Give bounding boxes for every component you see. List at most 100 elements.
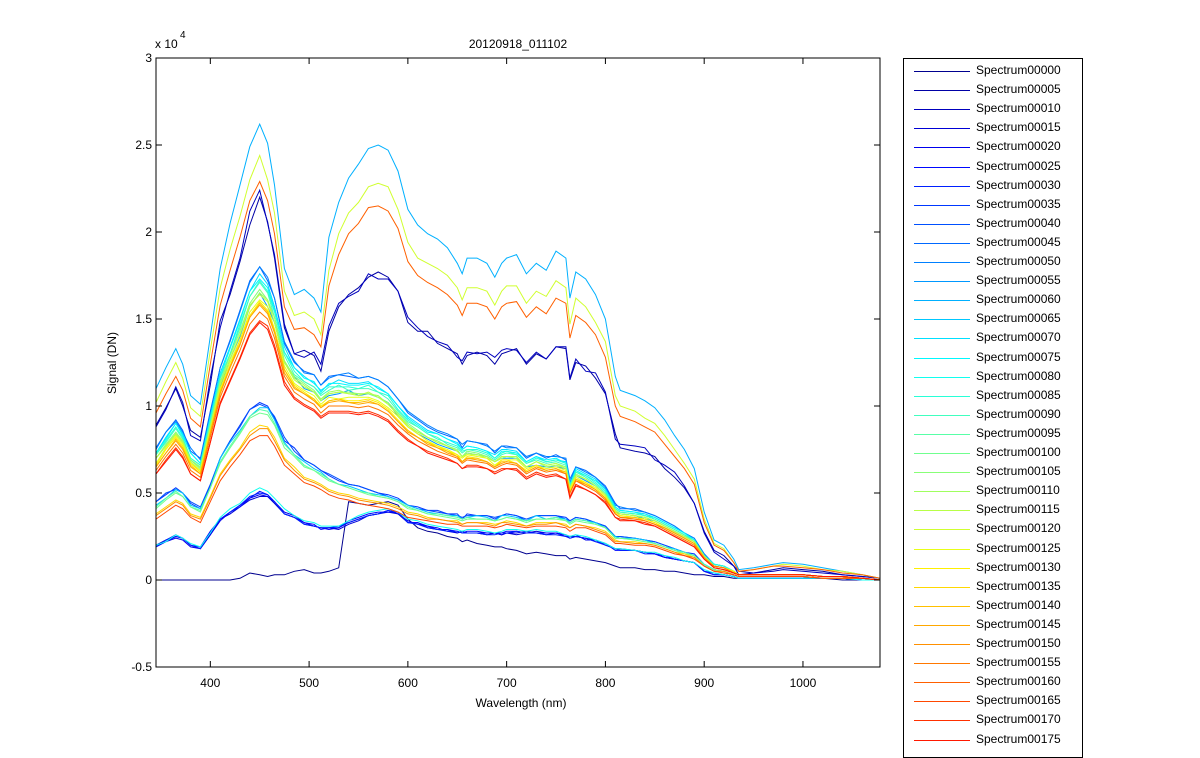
legend-swatch — [914, 605, 970, 607]
legend-entry: Spectrum00110 — [904, 482, 1082, 501]
legend-entry: Spectrum00060 — [904, 291, 1082, 310]
x-tick-label: 800 — [595, 676, 615, 690]
legend-swatch — [914, 376, 970, 378]
legend-entry: Spectrum00135 — [904, 578, 1082, 597]
legend-label: Spectrum00045 — [976, 234, 1061, 249]
legend-label: Spectrum00155 — [976, 655, 1061, 670]
series-line-12 — [156, 122, 880, 579]
legend-label: Spectrum00010 — [976, 101, 1061, 116]
legend-label: Spectrum00130 — [976, 559, 1061, 574]
legend-entry: Spectrum00085 — [904, 387, 1082, 406]
legend-label: Spectrum00040 — [976, 215, 1061, 230]
legend-label: Spectrum00125 — [976, 540, 1061, 555]
series-line-16 — [156, 487, 880, 581]
series-line-2 — [156, 188, 880, 579]
y-exponent-value: 4 — [180, 30, 186, 41]
legend-swatch — [914, 128, 970, 130]
y-tick-label: 2.5 — [135, 138, 152, 152]
legend-label: Spectrum00000 — [976, 63, 1061, 77]
legend-label: Spectrum00150 — [976, 636, 1061, 650]
legend-swatch — [914, 739, 970, 741]
y-tick-label: 0.5 — [135, 486, 152, 500]
legend-swatch — [914, 223, 970, 225]
legend-swatch — [914, 242, 970, 244]
legend-swatch — [914, 510, 970, 512]
y-tick-label: 2 — [145, 225, 152, 239]
legend-entry: Spectrum00055 — [904, 272, 1082, 291]
series-line-35 — [156, 321, 880, 581]
legend-entry: Spectrum00045 — [904, 234, 1082, 253]
legend-swatch — [914, 262, 970, 263]
legend-swatch — [914, 701, 970, 703]
legend-swatch — [914, 663, 970, 665]
y-tick-label: 1.5 — [135, 312, 152, 326]
legend-entry: Spectrum00140 — [904, 597, 1082, 616]
legend-label: Spectrum00095 — [976, 425, 1061, 440]
legend-swatch — [914, 357, 970, 359]
legend-label: Spectrum00100 — [976, 445, 1061, 459]
legend-entry: Spectrum00130 — [904, 559, 1082, 578]
series-line-33 — [156, 435, 880, 581]
legend-swatch — [914, 453, 970, 454]
plot-frame — [155, 57, 881, 668]
legend-swatch — [914, 395, 970, 397]
plot-background — [156, 58, 880, 667]
legend-entry: Spectrum00165 — [904, 692, 1082, 711]
y-axis-label: Signal (DN) — [105, 332, 119, 394]
legend-label: Spectrum00055 — [976, 273, 1061, 288]
legend-swatch — [914, 472, 970, 474]
legend-label: Spectrum00165 — [976, 693, 1061, 708]
legend-swatch — [914, 109, 970, 111]
series-line-10 — [156, 265, 880, 581]
legend-entry: Spectrum00115 — [904, 501, 1082, 520]
legend-label: Spectrum00135 — [976, 578, 1061, 593]
legend-entry: Spectrum00095 — [904, 425, 1082, 444]
legend-entry: Spectrum00005 — [904, 81, 1082, 100]
legend-entry: Spectrum00020 — [904, 138, 1082, 157]
legend-entry: Spectrum00100 — [904, 444, 1082, 463]
legend-label: Spectrum00070 — [976, 330, 1061, 345]
legend-swatch — [914, 204, 970, 206]
legend-swatch — [914, 720, 970, 722]
x-tick-label: 400 — [200, 676, 220, 690]
series-layer — [156, 122, 880, 581]
x-tick-label: 600 — [398, 676, 418, 690]
legend-swatch — [914, 300, 970, 302]
legend-entry: Spectrum00065 — [904, 310, 1082, 329]
legend-label: Spectrum00085 — [976, 387, 1061, 402]
x-tick-label: 700 — [497, 676, 517, 690]
legend-swatch — [914, 491, 970, 493]
legend-swatch — [914, 682, 970, 684]
legend-swatch — [914, 166, 970, 168]
legend-entry: Spectrum00075 — [904, 349, 1082, 368]
legend-swatch — [914, 644, 970, 645]
legend-swatch — [914, 147, 970, 149]
legend-entry: Spectrum00160 — [904, 673, 1082, 692]
legend-label: Spectrum00065 — [976, 311, 1061, 326]
series-line-24 — [156, 153, 880, 579]
legend-swatch — [914, 586, 970, 588]
legend-entry: Spectrum00030 — [904, 177, 1082, 196]
legend-label: Spectrum00115 — [976, 502, 1060, 517]
legend-label: Spectrum00020 — [976, 139, 1061, 154]
y-tick-label: -0.5 — [131, 660, 152, 674]
legend-entry: Spectrum00080 — [904, 368, 1082, 387]
x-tick-label: 500 — [299, 676, 319, 690]
legend-swatch — [914, 414, 970, 416]
chart-legend: Spectrum00000 Spectrum00005 Spectrum00010 S… — [903, 58, 1083, 758]
series-line-32 — [156, 180, 880, 579]
legend-entry: Spectrum00040 — [904, 215, 1082, 234]
y-tick-label: 1 — [145, 399, 152, 413]
series-line-6 — [156, 492, 880, 581]
legend-label: Spectrum00030 — [976, 177, 1061, 192]
legend-entry: Spectrum00170 — [904, 711, 1082, 730]
legend-label: Spectrum00015 — [976, 120, 1061, 135]
legend-entry: Spectrum00000 — [904, 62, 1082, 81]
legend-swatch — [914, 338, 970, 340]
legend-entry: Spectrum00125 — [904, 540, 1082, 559]
legend-swatch — [914, 567, 970, 569]
legend-swatch — [914, 433, 970, 435]
legend-entry: Spectrum00070 — [904, 329, 1082, 348]
legend-label: Spectrum00145 — [976, 616, 1061, 631]
legend-entry: Spectrum00145 — [904, 616, 1082, 635]
